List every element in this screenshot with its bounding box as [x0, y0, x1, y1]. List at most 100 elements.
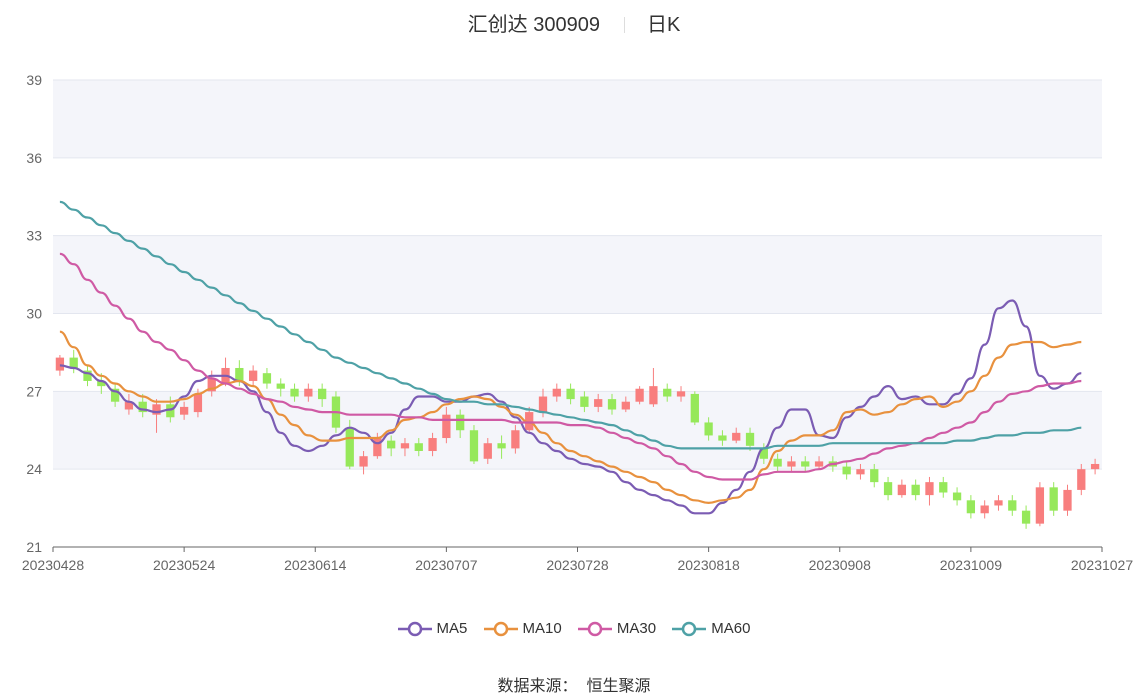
candle-body — [883, 482, 893, 496]
candle-body — [511, 430, 520, 449]
candle-body — [262, 373, 272, 384]
candle-body — [83, 370, 92, 381]
candle-body — [276, 383, 285, 389]
y-tick-label: 36 — [26, 150, 42, 166]
candle-body — [801, 461, 810, 467]
candle-body — [304, 388, 313, 397]
candle-body — [552, 388, 561, 397]
legend-ma10-marker — [483, 621, 518, 636]
candle-body — [55, 357, 65, 371]
candle-body — [345, 427, 354, 467]
candle-body — [939, 482, 948, 493]
candle-body — [318, 388, 327, 400]
candle-body — [897, 484, 907, 496]
candle-body — [166, 404, 175, 418]
x-tick-label: 20231027 — [1071, 557, 1134, 573]
candle-body — [152, 404, 161, 415]
chart-legend: MA5 MA10 MA30 MA60 — [0, 620, 1148, 641]
x-tick-label: 20230908 — [809, 557, 872, 573]
candle-body — [856, 469, 865, 475]
candle-body — [994, 500, 1003, 506]
candle-body — [925, 482, 934, 496]
legend-label-ma10: MA10 — [522, 620, 562, 637]
candle-body — [759, 448, 768, 459]
legend-item-ma5[interactable]: MA5 — [397, 620, 468, 637]
candle-body — [207, 378, 216, 392]
candle-body — [442, 414, 451, 439]
candle-body — [718, 435, 727, 441]
candle-body — [414, 443, 423, 452]
candle-body — [290, 388, 299, 397]
stock-name: 汇创达 300909 — [467, 14, 600, 36]
grid-band — [53, 80, 1102, 158]
y-tick-label: 30 — [26, 306, 42, 322]
candle-body — [980, 505, 989, 514]
candle-body — [248, 370, 258, 381]
candle-body — [138, 401, 147, 413]
y-tick-label: 39 — [26, 72, 42, 88]
candle-body — [387, 440, 396, 449]
legend-item-ma60[interactable]: MA60 — [672, 620, 750, 637]
legend-ma5-marker — [397, 621, 432, 636]
ma-line-ma10 — [59, 330, 1082, 505]
candle-body — [497, 443, 506, 449]
candle-body — [814, 461, 824, 467]
candle-body — [1049, 487, 1058, 511]
candle-body — [649, 386, 658, 405]
legend-label-ma5: MA5 — [436, 620, 468, 637]
candle-body — [179, 406, 189, 415]
legend-label-ma60: MA60 — [711, 620, 751, 637]
ma-line-ma5 — [59, 299, 1082, 515]
source-label: 数据来源： — [497, 678, 578, 695]
candle-body — [787, 461, 796, 467]
candle-body — [676, 391, 686, 397]
candle-body — [966, 500, 976, 514]
candle-body — [456, 414, 465, 431]
candle-body — [704, 422, 713, 436]
x-tick-label: 20230707 — [415, 557, 478, 573]
candle-body — [97, 380, 106, 387]
candle-body — [428, 438, 437, 452]
candle-body — [773, 458, 782, 467]
candle-body — [1021, 510, 1031, 524]
candle-body — [566, 388, 575, 400]
y-tick-label: 21 — [26, 539, 42, 555]
candle-body — [359, 456, 368, 467]
chart-title: 汇创达 300909 日K — [0, 8, 1148, 37]
candle-body — [110, 388, 120, 402]
legend-item-ma30[interactable]: MA30 — [577, 620, 656, 637]
candle-body — [235, 367, 244, 381]
candle-body — [69, 357, 78, 368]
x-tick-label: 20230524 — [153, 557, 216, 573]
x-tick-label: 20231009 — [940, 557, 1003, 573]
x-tick-label: 20230818 — [677, 557, 740, 573]
candle-body — [1008, 500, 1017, 511]
candle-body — [400, 443, 410, 449]
candle-body — [525, 412, 534, 431]
x-tick-label: 20230428 — [22, 557, 85, 573]
candle-body — [690, 393, 699, 423]
candle-body — [1090, 463, 1100, 470]
source-value: 恒生聚源 — [586, 678, 651, 695]
x-tick-label: 20230728 — [546, 557, 609, 573]
candle-body — [124, 401, 134, 410]
candle-body — [1077, 469, 1086, 490]
candle-body — [580, 396, 589, 407]
candle-body — [621, 401, 630, 410]
legend-item-ma10[interactable]: MA10 — [483, 620, 562, 637]
x-tick-label: 20230614 — [284, 557, 347, 573]
legend-ma60-marker — [672, 621, 707, 636]
candle-body — [635, 388, 644, 402]
candle-body — [732, 432, 741, 441]
y-tick-label: 27 — [26, 383, 42, 399]
candle-body — [607, 399, 617, 410]
y-tick-label: 33 — [26, 228, 42, 244]
candle-body — [373, 438, 382, 457]
candle-body — [952, 492, 962, 501]
candle-body — [193, 393, 203, 413]
candle-body — [842, 466, 851, 475]
candle-body — [745, 432, 755, 446]
candle-body — [870, 469, 879, 483]
candle-body — [469, 430, 479, 462]
